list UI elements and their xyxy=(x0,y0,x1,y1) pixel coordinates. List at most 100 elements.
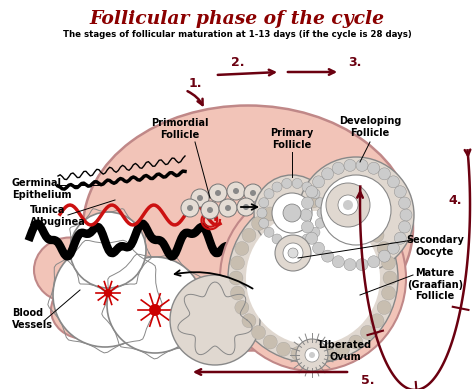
Circle shape xyxy=(230,256,245,270)
Ellipse shape xyxy=(51,281,119,339)
Circle shape xyxy=(233,188,239,194)
Circle shape xyxy=(229,271,243,285)
Circle shape xyxy=(215,190,221,196)
Text: Follicular phase of the cycle: Follicular phase of the cycle xyxy=(90,10,384,28)
Circle shape xyxy=(300,209,312,221)
Circle shape xyxy=(399,221,410,233)
Circle shape xyxy=(276,342,291,356)
Ellipse shape xyxy=(34,238,106,303)
Circle shape xyxy=(250,190,256,196)
Circle shape xyxy=(243,204,249,210)
Circle shape xyxy=(321,250,334,262)
Circle shape xyxy=(315,218,325,228)
Circle shape xyxy=(349,207,363,221)
Circle shape xyxy=(332,162,344,174)
Circle shape xyxy=(306,186,318,198)
Circle shape xyxy=(309,352,315,358)
Circle shape xyxy=(282,179,292,188)
Circle shape xyxy=(387,176,400,188)
Circle shape xyxy=(201,201,219,219)
Text: 2.: 2. xyxy=(231,56,245,68)
Circle shape xyxy=(356,159,368,172)
Circle shape xyxy=(382,286,395,300)
Circle shape xyxy=(228,193,398,363)
Circle shape xyxy=(276,200,291,214)
Circle shape xyxy=(197,195,203,201)
Circle shape xyxy=(259,198,269,208)
Circle shape xyxy=(310,227,320,237)
Circle shape xyxy=(187,205,193,211)
Circle shape xyxy=(259,218,269,228)
Circle shape xyxy=(343,200,353,210)
Circle shape xyxy=(291,196,305,210)
Circle shape xyxy=(399,197,410,209)
Text: 4.: 4. xyxy=(448,193,462,207)
Circle shape xyxy=(261,202,267,208)
Circle shape xyxy=(53,243,157,347)
Circle shape xyxy=(368,162,380,174)
Text: Liberated
Ovum: Liberated Ovum xyxy=(319,340,372,362)
Circle shape xyxy=(237,198,255,216)
Circle shape xyxy=(275,235,311,271)
Circle shape xyxy=(370,228,384,242)
Circle shape xyxy=(315,198,325,208)
Circle shape xyxy=(181,199,199,217)
Text: Germinal
Epithelium: Germinal Epithelium xyxy=(12,178,72,200)
Circle shape xyxy=(104,289,112,297)
Circle shape xyxy=(272,182,282,192)
Circle shape xyxy=(377,300,391,314)
Text: Mature
(Graafian)
Follicle: Mature (Graafian) Follicle xyxy=(407,268,463,301)
Circle shape xyxy=(292,179,302,188)
Text: Blood
Vessels: Blood Vessels xyxy=(12,308,53,329)
Circle shape xyxy=(378,168,391,180)
Circle shape xyxy=(254,175,330,251)
Circle shape xyxy=(400,209,412,221)
Circle shape xyxy=(338,195,358,215)
Circle shape xyxy=(370,314,384,328)
Text: The stages of follicular maturation at 1-13 days (if the cycle is 28 days): The stages of follicular maturation at 1… xyxy=(63,30,411,39)
Circle shape xyxy=(298,157,414,273)
Circle shape xyxy=(301,197,313,209)
Circle shape xyxy=(291,347,305,361)
Text: Primary
Follicle: Primary Follicle xyxy=(270,128,314,150)
Circle shape xyxy=(283,243,303,263)
Circle shape xyxy=(70,212,146,288)
Circle shape xyxy=(382,256,395,270)
Circle shape xyxy=(321,168,334,180)
Circle shape xyxy=(360,326,374,340)
Circle shape xyxy=(225,205,231,211)
Circle shape xyxy=(312,242,325,254)
Circle shape xyxy=(264,227,274,237)
Circle shape xyxy=(344,159,356,172)
Ellipse shape xyxy=(83,105,413,350)
Circle shape xyxy=(301,221,313,233)
Circle shape xyxy=(302,234,312,244)
Text: Tunica
Albuginea: Tunica Albuginea xyxy=(30,205,86,227)
Circle shape xyxy=(306,194,320,208)
Circle shape xyxy=(272,193,312,233)
Circle shape xyxy=(282,238,292,247)
Text: Developing
Follicle: Developing Follicle xyxy=(339,116,401,138)
Circle shape xyxy=(387,242,400,254)
Circle shape xyxy=(107,257,203,353)
Circle shape xyxy=(230,286,245,300)
Circle shape xyxy=(344,259,356,271)
Circle shape xyxy=(321,196,335,210)
Circle shape xyxy=(332,256,344,268)
Text: 3.: 3. xyxy=(348,56,362,68)
Circle shape xyxy=(246,211,380,345)
Circle shape xyxy=(209,184,227,202)
Circle shape xyxy=(257,208,267,218)
Circle shape xyxy=(235,300,249,314)
Circle shape xyxy=(368,256,380,268)
Circle shape xyxy=(227,182,245,200)
Circle shape xyxy=(207,207,213,213)
Circle shape xyxy=(310,189,320,199)
Circle shape xyxy=(263,335,277,349)
Circle shape xyxy=(317,208,327,218)
Circle shape xyxy=(306,232,318,244)
Circle shape xyxy=(305,348,319,362)
Text: 1.: 1. xyxy=(188,77,202,89)
Circle shape xyxy=(394,186,406,198)
Circle shape xyxy=(306,348,320,362)
